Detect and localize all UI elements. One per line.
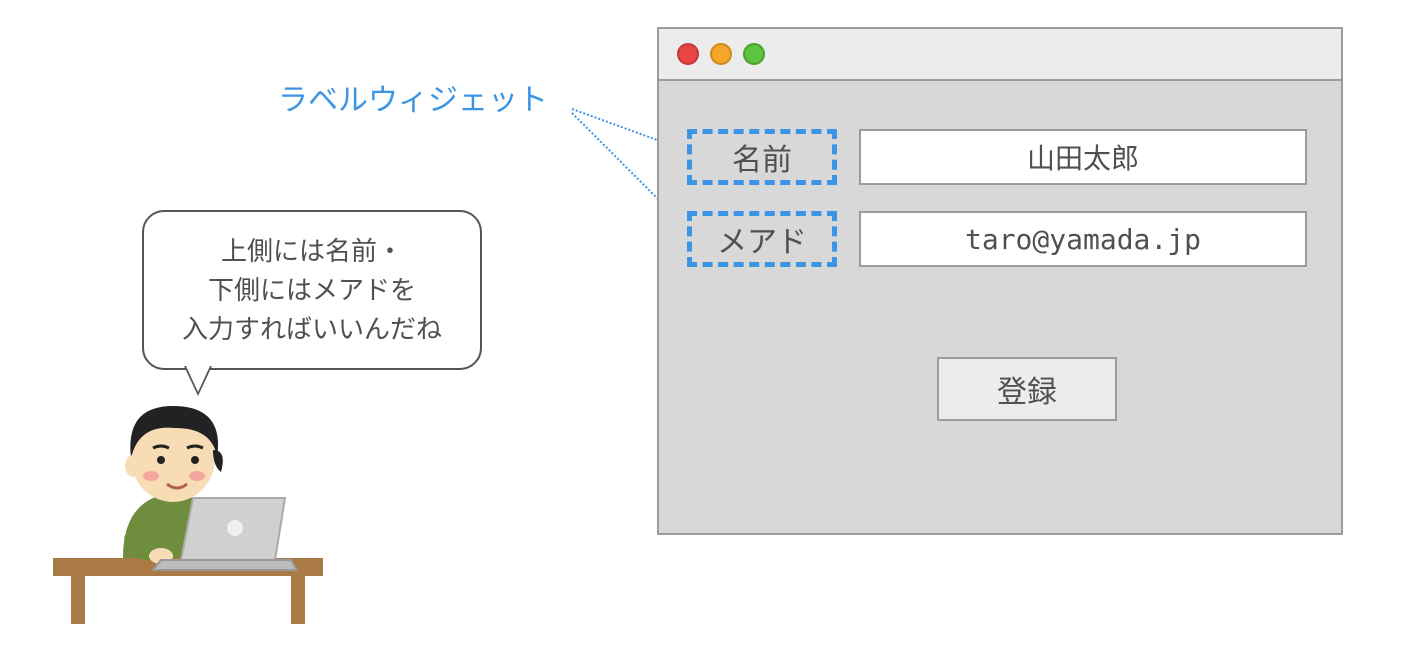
- label-name: 名前: [687, 129, 837, 185]
- zoom-icon[interactable]: [743, 43, 765, 65]
- row-email: メアド taro@yamada.jp: [687, 209, 1307, 269]
- register-button[interactable]: 登録: [937, 357, 1117, 421]
- speech-bubble: 上側には名前・ 下側にはメアドを 入力すればいいんだね: [142, 210, 482, 370]
- row-name: 名前 山田太郎: [687, 127, 1307, 187]
- person-illustration: [53, 388, 323, 628]
- bubble-line1: 上側には名前・: [221, 236, 403, 266]
- name-input[interactable]: 山田太郎: [859, 129, 1307, 185]
- label-email: メアド: [687, 211, 837, 267]
- form-area: 名前 山田太郎 メアド taro@yamada.jp 登録: [687, 127, 1307, 291]
- minimize-icon[interactable]: [710, 43, 732, 65]
- window-titlebar: [659, 29, 1341, 81]
- bubble-line2: 下側にはメアドを: [208, 275, 416, 305]
- app-window: 名前 山田太郎 メアド taro@yamada.jp 登録: [657, 27, 1343, 535]
- email-input[interactable]: taro@yamada.jp: [859, 211, 1307, 267]
- callout-label-widget: ラベルウィジェット: [278, 75, 548, 119]
- close-icon[interactable]: [677, 43, 699, 65]
- bubble-line3: 入力すればいいんだね: [182, 314, 442, 344]
